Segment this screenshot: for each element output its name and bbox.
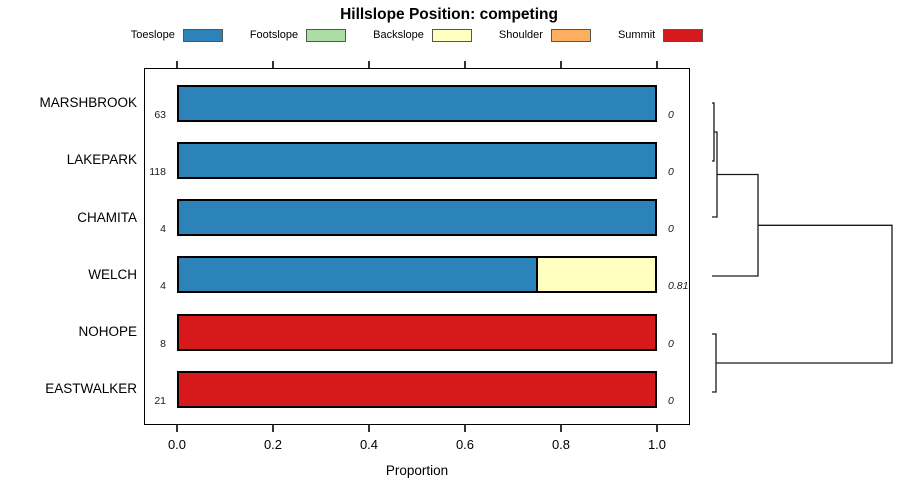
bar-row: [177, 199, 657, 237]
bar-row: [177, 84, 657, 122]
bar-segment-summit: [179, 372, 655, 406]
legend-label: Toeslope: [130, 29, 175, 41]
h-value: 0: [668, 394, 674, 407]
n-value: 118: [149, 165, 166, 178]
legend-swatch: [663, 28, 704, 42]
legend-label: Backslope: [373, 29, 424, 41]
legend-swatch: [306, 28, 347, 42]
row-label: CHAMITA: [77, 209, 137, 225]
x-tick-label: 0.6: [455, 437, 475, 452]
bar-row: [177, 370, 657, 408]
n-value: 4: [160, 280, 166, 293]
legend-swatch: [550, 28, 591, 42]
x-tick-bottom: [464, 425, 466, 432]
legend-item: Summit: [617, 28, 704, 42]
x-tick-top: [272, 61, 274, 68]
legend-label: Footslope: [249, 29, 299, 41]
dendrogram-link: [712, 131, 718, 218]
bar-row: [177, 313, 657, 351]
n-value: 8: [160, 337, 166, 350]
plot-area: [144, 68, 690, 425]
x-tick-label: 0.8: [551, 437, 571, 452]
x-tick-label: 0.2: [263, 437, 283, 452]
h-value: 0: [668, 108, 674, 121]
legend-swatch: [182, 28, 223, 42]
row-label: EASTWALKER: [45, 381, 137, 397]
bar-row: [177, 141, 657, 179]
chart-title: Hillslope Position: competing: [340, 6, 558, 23]
n-value: 63: [154, 108, 166, 121]
n-value: 4: [160, 223, 166, 236]
x-tick-bottom: [272, 425, 274, 432]
x-tick-bottom: [368, 425, 370, 432]
x-tick-top: [368, 61, 370, 68]
legend-label: Summit: [617, 29, 656, 41]
legend: Toeslope Footslope Backslope Shoulder Summit: [131, 27, 704, 43]
x-tick-top: [656, 61, 658, 68]
row-label: NOHOPE: [78, 324, 137, 339]
bar-segment-toeslope: [179, 258, 536, 292]
bar-segment-summit: [179, 315, 655, 349]
dendrogram-link: [716, 224, 893, 364]
bar-segment-toeslope: [179, 201, 655, 235]
legend-label: Shoulder: [498, 29, 543, 41]
x-tick-top: [176, 61, 178, 68]
legend-item: Shoulder: [498, 28, 591, 42]
row-label: MARSHBROOK: [39, 95, 137, 111]
x-tick-bottom: [560, 425, 562, 432]
x-tick-label: 0.0: [167, 437, 187, 452]
bar-segment-toeslope: [179, 143, 655, 177]
row-label: LAKEPARK: [66, 152, 137, 168]
bar-segment-toeslope: [179, 86, 655, 120]
h-value: 0.81: [668, 280, 689, 293]
legend-item: Toeslope: [130, 28, 223, 42]
legend-swatch: [431, 28, 472, 42]
x-axis-label: Proportion: [385, 463, 449, 478]
legend-item: Backslope: [373, 28, 472, 42]
bar-row: [177, 256, 657, 294]
h-value: 0: [668, 337, 674, 350]
h-value: 0: [668, 165, 674, 178]
dendrogram-link: [712, 102, 715, 162]
h-value: 0: [668, 223, 674, 236]
legend-item: Footslope: [249, 28, 347, 42]
bar-segment-backslope: [536, 258, 655, 292]
x-tick-top: [464, 61, 466, 68]
x-tick-top: [560, 61, 562, 68]
x-tick-label: 0.4: [359, 437, 379, 452]
x-tick-bottom: [176, 425, 178, 432]
dendrogram-link: [712, 173, 759, 277]
x-tick-label: 1.0: [647, 437, 667, 452]
x-tick-bottom: [656, 425, 658, 432]
dendrogram-link: [712, 333, 717, 393]
n-value: 21: [154, 394, 166, 407]
row-label: WELCH: [88, 266, 137, 282]
